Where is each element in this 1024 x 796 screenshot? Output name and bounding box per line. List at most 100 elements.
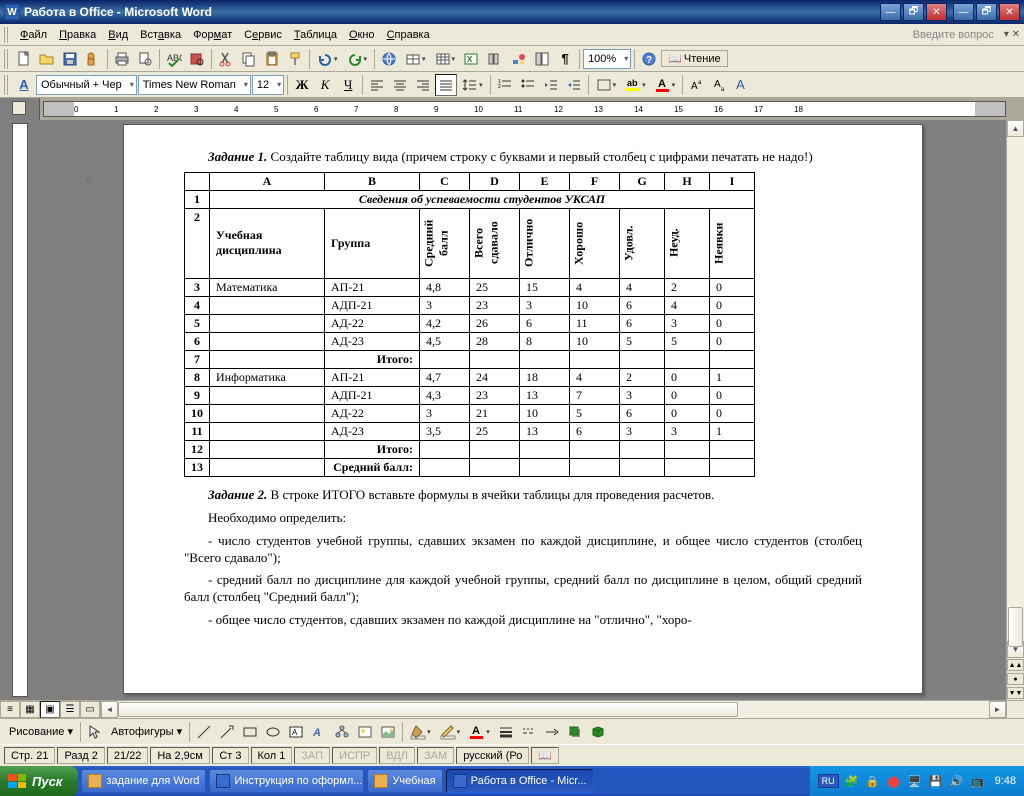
table-anchor-icon[interactable]: ✥ [84,172,95,188]
research-icon[interactable] [186,48,208,70]
select-browse-icon[interactable]: ● [1007,673,1024,685]
menu-window[interactable]: Окно [343,27,381,43]
scroll-thumb[interactable] [1008,607,1023,647]
hscroll-left-icon[interactable]: ◄ [101,701,118,718]
line-spacing-icon[interactable]: ▾ [458,74,487,96]
doc-restore-button[interactable]: 🗗 [976,3,997,21]
status-trk[interactable]: ИСПР [332,747,377,764]
spellcheck-icon[interactable]: ABC [163,48,185,70]
help-icon[interactable]: ? [638,48,660,70]
tables-borders-icon[interactable]: ▾ [401,48,430,70]
tray-icon[interactable]: 🖥️ [907,773,923,789]
menu-view[interactable]: Вид [102,27,134,43]
rectangle-icon[interactable] [239,721,261,743]
underline-icon[interactable]: Ч [337,74,359,96]
bullet-list-icon[interactable] [517,74,539,96]
numbered-list-icon[interactable]: 12 [494,74,516,96]
close-button[interactable]: ✕ [926,3,947,21]
doc-close-button[interactable]: ✕ [999,3,1020,21]
status-rec[interactable]: ЗАП [294,747,330,764]
reading-layout-button[interactable]: 📖 Чтение [661,50,727,67]
select-objects-icon[interactable] [84,721,106,743]
line-color-icon[interactable]: ▾ [436,721,465,743]
line-icon[interactable] [193,721,215,743]
taskbar-item[interactable]: Учебная [367,769,442,793]
align-right-icon[interactable] [412,74,434,96]
print-icon[interactable] [111,48,133,70]
paste-icon[interactable] [261,48,283,70]
menu-tools[interactable]: Сервис [238,27,288,43]
arrow-style-icon[interactable] [541,721,563,743]
fontsize-dropdown[interactable]: 12 [252,75,284,95]
doc-minimize-button[interactable]: — [953,3,974,21]
status-ext[interactable]: ВДЛ [379,747,415,764]
bold-icon[interactable]: Ж [291,74,313,96]
vertical-ruler[interactable] [12,123,28,697]
reading-view-icon[interactable]: ▭ [80,701,100,718]
lang-indicator[interactable]: RU [818,774,839,788]
tray-icon[interactable]: 🔒 [865,773,881,789]
tray-icon[interactable]: 📺 [970,773,986,789]
horizontal-scrollbar[interactable]: ◄ ► [101,701,1006,718]
show-marks-icon[interactable]: ¶ [554,48,576,70]
font-color-icon[interactable]: A▾ [651,74,680,96]
status-spell-icon[interactable]: 📖 [531,747,559,764]
tray-icon[interactable]: 💾 [928,773,944,789]
open-icon[interactable] [36,48,58,70]
ask-box[interactable]: Введите вопрос [913,29,998,41]
excel-icon[interactable]: X [460,48,482,70]
menu-insert[interactable]: Вставка [134,27,187,43]
format-painter-icon[interactable] [284,48,306,70]
scroll-track[interactable] [1007,137,1024,641]
tray-icon[interactable]: ⬤ [886,773,902,789]
normal-view-icon[interactable]: ≡ [0,701,20,718]
drawing-icon[interactable] [508,48,530,70]
toolbar2-handle[interactable] [4,75,10,95]
menu-table[interactable]: Таблица [288,27,343,43]
clipart-icon[interactable] [354,721,376,743]
print-layout-view-icon[interactable]: ▣ [40,701,60,718]
menu-format[interactable]: Формат [187,27,238,43]
align-left-icon[interactable] [366,74,388,96]
undo-icon[interactable]: ▾ [313,48,342,70]
styles-pane-icon[interactable]: A [13,74,35,96]
outdent-icon[interactable] [540,74,562,96]
minimize-button[interactable]: — [880,3,901,21]
status-lang[interactable]: русский (Ро [456,747,529,764]
taskbar-item[interactable]: Инструкция по оформл... [209,769,364,793]
subscript-icon[interactable]: Aa [709,74,731,96]
cut-icon[interactable] [215,48,237,70]
hscroll-right-icon[interactable]: ► [989,701,1006,718]
textbox-icon[interactable]: A [285,721,307,743]
copy-icon[interactable] [238,48,260,70]
fill-color-icon[interactable]: ▾ [406,721,435,743]
superscript-icon[interactable]: Aa [686,74,708,96]
3d-icon[interactable] [587,721,609,743]
align-justify-icon[interactable] [435,74,457,96]
page[interactable]: Задание 1. Создайте таблицу вида (причем… [123,124,923,694]
new-doc-icon[interactable] [13,48,35,70]
hscroll-thumb[interactable] [118,702,738,717]
taskbar-item[interactable]: Работа в Office - Micr... [446,769,594,793]
insert-table-icon[interactable]: ▾ [431,48,460,70]
taskbar-item[interactable]: задание для Word [81,769,206,793]
indent-icon[interactable] [563,74,585,96]
prev-page-icon[interactable]: ▲▲ [1007,659,1024,671]
line-style-icon[interactable] [495,721,517,743]
tray-volume-icon[interactable]: 🔊 [949,773,965,789]
scroll-up-icon[interactable]: ▲ [1007,120,1024,137]
redo-icon[interactable]: ▾ [343,48,372,70]
save-icon[interactable] [59,48,81,70]
font-dropdown[interactable]: Times New Roman [138,75,251,95]
status-ovr[interactable]: ЗАМ [417,747,454,764]
help-expand[interactable]: ▾ ✕ [1004,29,1020,40]
tray-clock[interactable]: 9:48 [995,775,1016,787]
horizontal-ruler[interactable]: 0123456789101112131415161718 [43,101,1006,117]
highlight-icon[interactable]: ab▾ [621,74,650,96]
wordart-icon[interactable]: A [308,721,330,743]
start-button[interactable]: Пуск [0,766,78,796]
doc-map-icon[interactable] [531,48,553,70]
hscroll-track[interactable] [118,701,989,718]
align-center-icon[interactable] [389,74,411,96]
menu-edit[interactable]: Правка [53,27,102,43]
